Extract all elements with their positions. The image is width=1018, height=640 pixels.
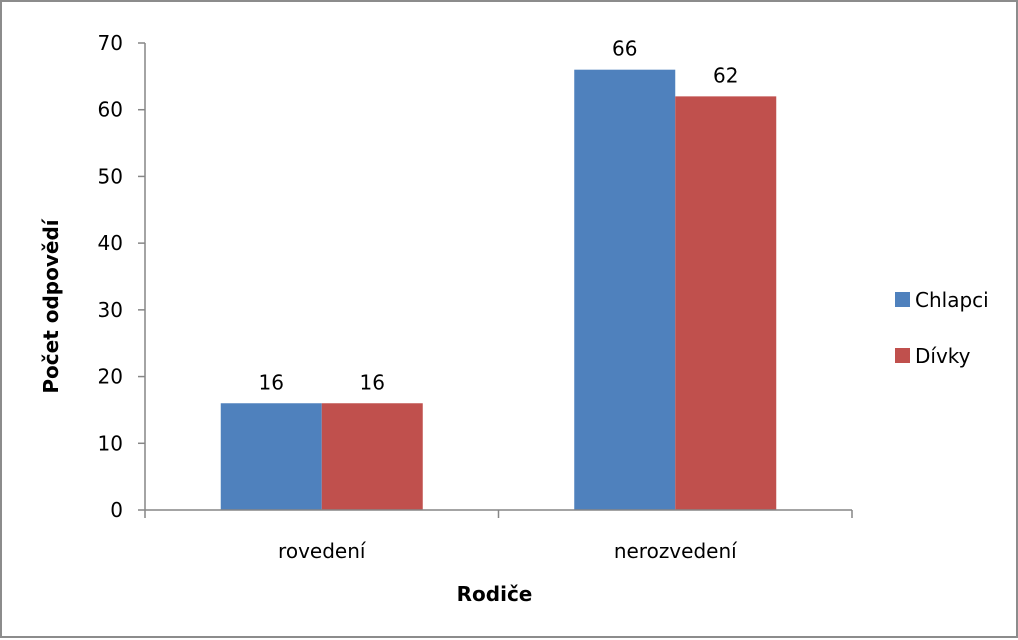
data-label: 16	[259, 370, 284, 394]
y-tick-label: 0	[110, 498, 123, 522]
data-label: 66	[612, 37, 637, 61]
y-tick-label: 60	[98, 98, 123, 122]
y-tick-label: 70	[98, 31, 123, 55]
bar	[574, 69, 676, 510]
legend: Chlapci Dívky	[895, 288, 989, 368]
y-tick-label: 50	[98, 164, 123, 188]
legend-label: Dívky	[915, 344, 971, 368]
x-axis-ticks	[144, 510, 853, 518]
category-labels: rovedení nerozvedení	[278, 539, 738, 563]
y-tick-label: 10	[98, 431, 123, 455]
legend-swatch	[895, 292, 910, 307]
bar	[321, 403, 423, 510]
data-label: 16	[360, 370, 385, 394]
category-label: nerozvedení	[614, 539, 738, 563]
bar	[675, 96, 777, 510]
bar	[220, 403, 322, 510]
bars	[220, 69, 777, 510]
y-tick-label: 40	[98, 231, 123, 255]
data-label: 62	[713, 63, 738, 87]
legend-swatch	[895, 348, 910, 363]
category-label: rovedení	[278, 539, 367, 563]
y-tick-label: 20	[98, 365, 123, 389]
x-axis-title: Rodiče	[457, 582, 533, 606]
y-axis-ticks: 0 10 20 30 40 50 60 70	[98, 31, 145, 522]
y-axis-title: Počet odpovědí	[39, 218, 63, 393]
data-labels: 16 16 66 62	[259, 37, 739, 395]
y-tick-label: 30	[98, 298, 123, 322]
legend-label: Chlapci	[915, 288, 989, 312]
